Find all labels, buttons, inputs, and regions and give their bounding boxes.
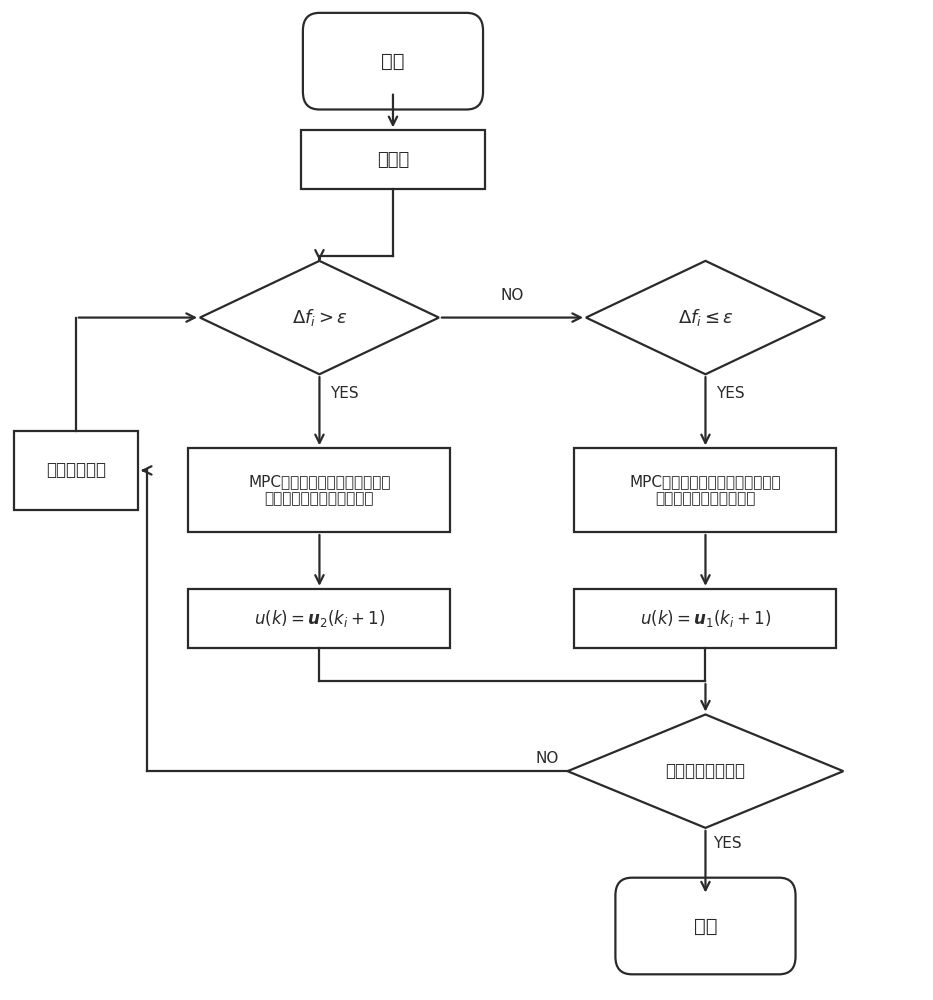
Text: 更新系统状态: 更新系统状态 bbox=[46, 461, 105, 479]
Text: $\Delta f_i \leq \varepsilon$: $\Delta f_i \leq \varepsilon$ bbox=[677, 307, 733, 328]
Text: 初始化: 初始化 bbox=[377, 151, 409, 169]
Polygon shape bbox=[200, 261, 439, 374]
Polygon shape bbox=[567, 714, 843, 828]
Text: MPC控制器采用较大控制域计算下
一个时刻的最优输入序列: MPC控制器采用较大控制域计算下 一个时刻的最优输入序列 bbox=[630, 474, 781, 506]
Text: MPC控制器采用较大控制域计算
下一个时刻的最优输入序列: MPC控制器采用较大控制域计算 下一个时刻的最优输入序列 bbox=[248, 474, 391, 506]
FancyBboxPatch shape bbox=[303, 13, 483, 110]
Text: NO: NO bbox=[501, 288, 524, 303]
Polygon shape bbox=[586, 261, 825, 374]
Text: $u(k) = \boldsymbol{u}_1(k_i+1)$: $u(k) = \boldsymbol{u}_1(k_i+1)$ bbox=[640, 608, 772, 629]
Text: $u(k) = \boldsymbol{u}_2(k_i+1)$: $u(k) = \boldsymbol{u}_2(k_i+1)$ bbox=[254, 608, 385, 629]
Bar bbox=[14, 431, 138, 510]
Text: NO: NO bbox=[535, 751, 559, 766]
Text: YES: YES bbox=[713, 836, 742, 851]
Bar bbox=[575, 448, 837, 532]
Bar bbox=[188, 589, 451, 648]
Text: YES: YES bbox=[330, 386, 359, 401]
Bar bbox=[301, 130, 485, 189]
Bar bbox=[575, 589, 837, 648]
Text: 开始: 开始 bbox=[382, 52, 405, 71]
FancyBboxPatch shape bbox=[616, 878, 796, 974]
Text: YES: YES bbox=[717, 386, 745, 401]
Text: 是否达到循环次数: 是否达到循环次数 bbox=[665, 762, 745, 780]
Bar bbox=[188, 448, 451, 532]
Text: 结束: 结束 bbox=[694, 916, 717, 936]
Text: $\Delta f_i > \varepsilon$: $\Delta f_i > \varepsilon$ bbox=[291, 307, 347, 328]
